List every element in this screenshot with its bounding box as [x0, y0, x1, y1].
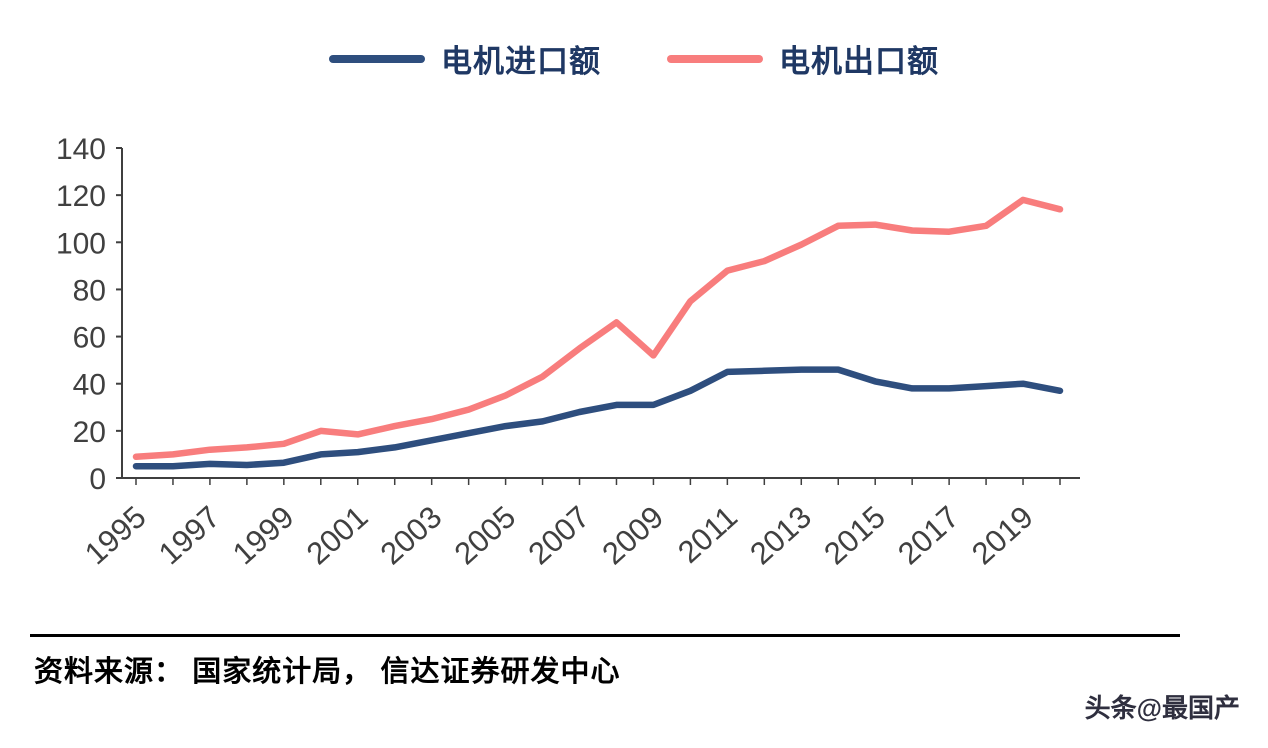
svg-text:100: 100	[56, 227, 106, 260]
svg-text:2017: 2017	[891, 499, 966, 571]
svg-text:2007: 2007	[522, 499, 597, 571]
watermark: 头条@最国产	[1084, 693, 1240, 723]
svg-text:2013: 2013	[743, 499, 818, 571]
svg-text:40: 40	[73, 369, 106, 402]
source-note: 资料来源： 国家统计局， 信达证券研发中心	[34, 656, 621, 688]
svg-text:2011: 2011	[671, 499, 744, 570]
svg-text:2019: 2019	[965, 499, 1040, 571]
svg-text:0: 0	[89, 463, 106, 496]
legend-item-import: 电机进口额	[329, 36, 601, 81]
svg-text:1997: 1997	[152, 499, 227, 571]
legend-swatch-import-icon	[329, 54, 425, 63]
svg-text:60: 60	[73, 322, 106, 355]
svg-text:2001: 2001	[300, 499, 375, 571]
legend-label-export: 电机出口额	[779, 44, 939, 79]
svg-text:2009: 2009	[595, 499, 670, 571]
svg-text:2015: 2015	[817, 499, 892, 571]
svg-text:120: 120	[56, 180, 106, 213]
footer-divider	[30, 634, 1180, 637]
svg-text:1999: 1999	[226, 499, 301, 571]
svg-text:140: 140	[56, 133, 106, 166]
svg-text:2003: 2003	[374, 499, 449, 571]
chart-legend: 电机进口额 电机出口额	[0, 36, 1268, 81]
svg-text:2005: 2005	[448, 499, 523, 571]
svg-text:80: 80	[73, 274, 106, 307]
svg-text:20: 20	[73, 416, 106, 449]
legend-label-import: 电机进口额	[441, 44, 601, 79]
legend-swatch-export-icon	[667, 54, 763, 63]
legend-item-export: 电机出口额	[667, 36, 939, 81]
svg-text:1995: 1995	[78, 499, 153, 571]
